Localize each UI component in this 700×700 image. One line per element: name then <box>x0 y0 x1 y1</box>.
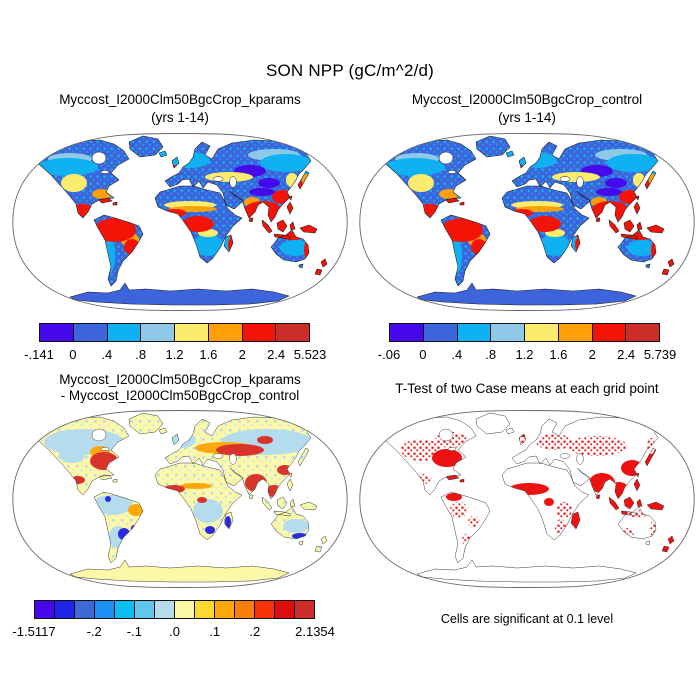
colorbar-tick-label: 2 <box>588 347 596 362</box>
colorbar-cell <box>390 324 423 341</box>
colorbar-cell <box>557 324 592 341</box>
colorbar-tick-label: 5.523 <box>293 347 327 362</box>
panel-title-bottom-left-line2: - Myccost_I2000Clm50BgcCrop_control <box>60 387 300 403</box>
colorbar-cell <box>72 324 107 341</box>
colorbar-tick-label: -.06 <box>377 347 401 362</box>
colorbar-cell <box>422 324 457 341</box>
colorbar-top-left <box>39 323 310 342</box>
colorbar-tick-label: -1.5117 <box>12 624 56 639</box>
colorbar-cell <box>40 324 73 341</box>
colorbar-tick-label: 1.2 <box>515 347 534 362</box>
figure-title: SON NPP (gC/m^2/d) <box>265 61 435 80</box>
colorbar-cell <box>174 601 194 618</box>
panel-title-top-right-line2: (yrs 1-14) <box>498 110 556 125</box>
panel-title-top-left-line2: (yrs 1-14) <box>151 110 209 125</box>
colorbar-tick-label: -.2 <box>86 624 102 639</box>
colorbar-tick-label: 2.4 <box>267 347 286 362</box>
colorbar-cell <box>524 324 558 341</box>
colorbar-cell <box>114 601 134 618</box>
colorbar-cell <box>35 601 54 618</box>
colorbar-tick-label: 1.6 <box>549 347 568 362</box>
colorbar-cell <box>54 601 74 618</box>
colorbar-cell <box>74 601 94 618</box>
colorbar-cell <box>241 324 276 341</box>
colorbar-ticks-bottom-left: -1.5117 -.2 -.1 .0 .1 .2 2.1354 <box>12 624 334 640</box>
colorbar-cell <box>194 601 214 618</box>
colorbar-cell <box>94 601 114 618</box>
colorbar-tick-label: 0 <box>419 347 427 362</box>
colorbar-cell <box>234 601 254 618</box>
panel-title-bottom-left: Myccost_I2000Clm50BgcCrop_kparams - Mycc… <box>12 372 348 403</box>
colorbar-cell <box>275 324 309 341</box>
colorbar-cell <box>134 601 154 618</box>
colorbar-tick-label: 5.739 <box>643 347 677 362</box>
colorbar-cell <box>456 324 491 341</box>
map-top-right <box>359 133 695 311</box>
colorbar-tick-label: .8 <box>485 347 497 362</box>
colorbar-tick-label: .8 <box>135 347 147 362</box>
colorbar-tick-label: .2 <box>249 624 261 639</box>
colorbar-cell <box>154 601 174 618</box>
panel-title-bottom-left-line1: Myccost_I2000Clm50BgcCrop_kparams <box>59 372 301 387</box>
significance-caption: Cells are significant at 0.1 level <box>440 612 614 626</box>
colorbar-tick-label: 0 <box>69 347 77 362</box>
colorbar-tick-label: 2 <box>238 347 246 362</box>
map-top-left <box>12 133 348 311</box>
panel-title-top-left: Myccost_I2000Clm50BgcCrop_kparams (yrs 1… <box>12 91 348 127</box>
colorbar-cell <box>625 324 659 341</box>
panel-title-top-right: Myccost_I2000Clm50BgcCrop_control (yrs 1… <box>359 91 695 127</box>
colorbar-ticks-top-left: -.141 0 .4 .8 1.2 1.6 2 2.4 5.523 <box>24 347 326 363</box>
colorbar-cell <box>207 324 242 341</box>
colorbar-cell <box>591 324 626 341</box>
map-bottom-left <box>12 410 348 588</box>
colorbar-ticks-top-right: -.06 0 .4 .8 1.2 1.6 2 2.4 5.739 <box>378 347 676 363</box>
colorbar-tick-label: .4 <box>101 347 113 362</box>
colorbar-cell <box>214 601 234 618</box>
colorbar-cell <box>490 324 524 341</box>
colorbar-tick-label: 1.2 <box>165 347 184 362</box>
colorbar-tick-label: .4 <box>451 347 463 362</box>
colorbar-tick-label: 2.1354 <box>295 624 335 639</box>
map-bottom-right <box>359 410 695 588</box>
panel-title-bottom-right-line1: T-Test of two Case means at each grid po… <box>395 381 659 396</box>
colorbar-tick-label: 1.6 <box>199 347 218 362</box>
colorbar-cell <box>274 601 294 618</box>
panel-title-top-left-line1: Myccost_I2000Clm50BgcCrop_kparams <box>59 92 301 107</box>
colorbar-bottom-left <box>34 600 315 619</box>
panel-title-bottom-right: T-Test of two Case means at each grid po… <box>359 380 695 398</box>
colorbar-tick-label: 2.4 <box>617 347 636 362</box>
colorbar-tick-label: .1 <box>209 624 221 639</box>
colorbar-cell <box>106 324 141 341</box>
panel-title-top-right-line1: Myccost_I2000Clm50BgcCrop_control <box>411 92 643 107</box>
colorbar-tick-label: -.141 <box>24 347 54 362</box>
colorbar-cell <box>254 601 274 618</box>
colorbar-tick-label: -.1 <box>126 624 142 639</box>
colorbar-cell <box>174 324 208 341</box>
colorbar-tick-label: .0 <box>169 624 180 639</box>
colorbar-top-right <box>389 323 660 342</box>
colorbar-cell <box>294 601 314 618</box>
colorbar-cell <box>140 324 174 341</box>
